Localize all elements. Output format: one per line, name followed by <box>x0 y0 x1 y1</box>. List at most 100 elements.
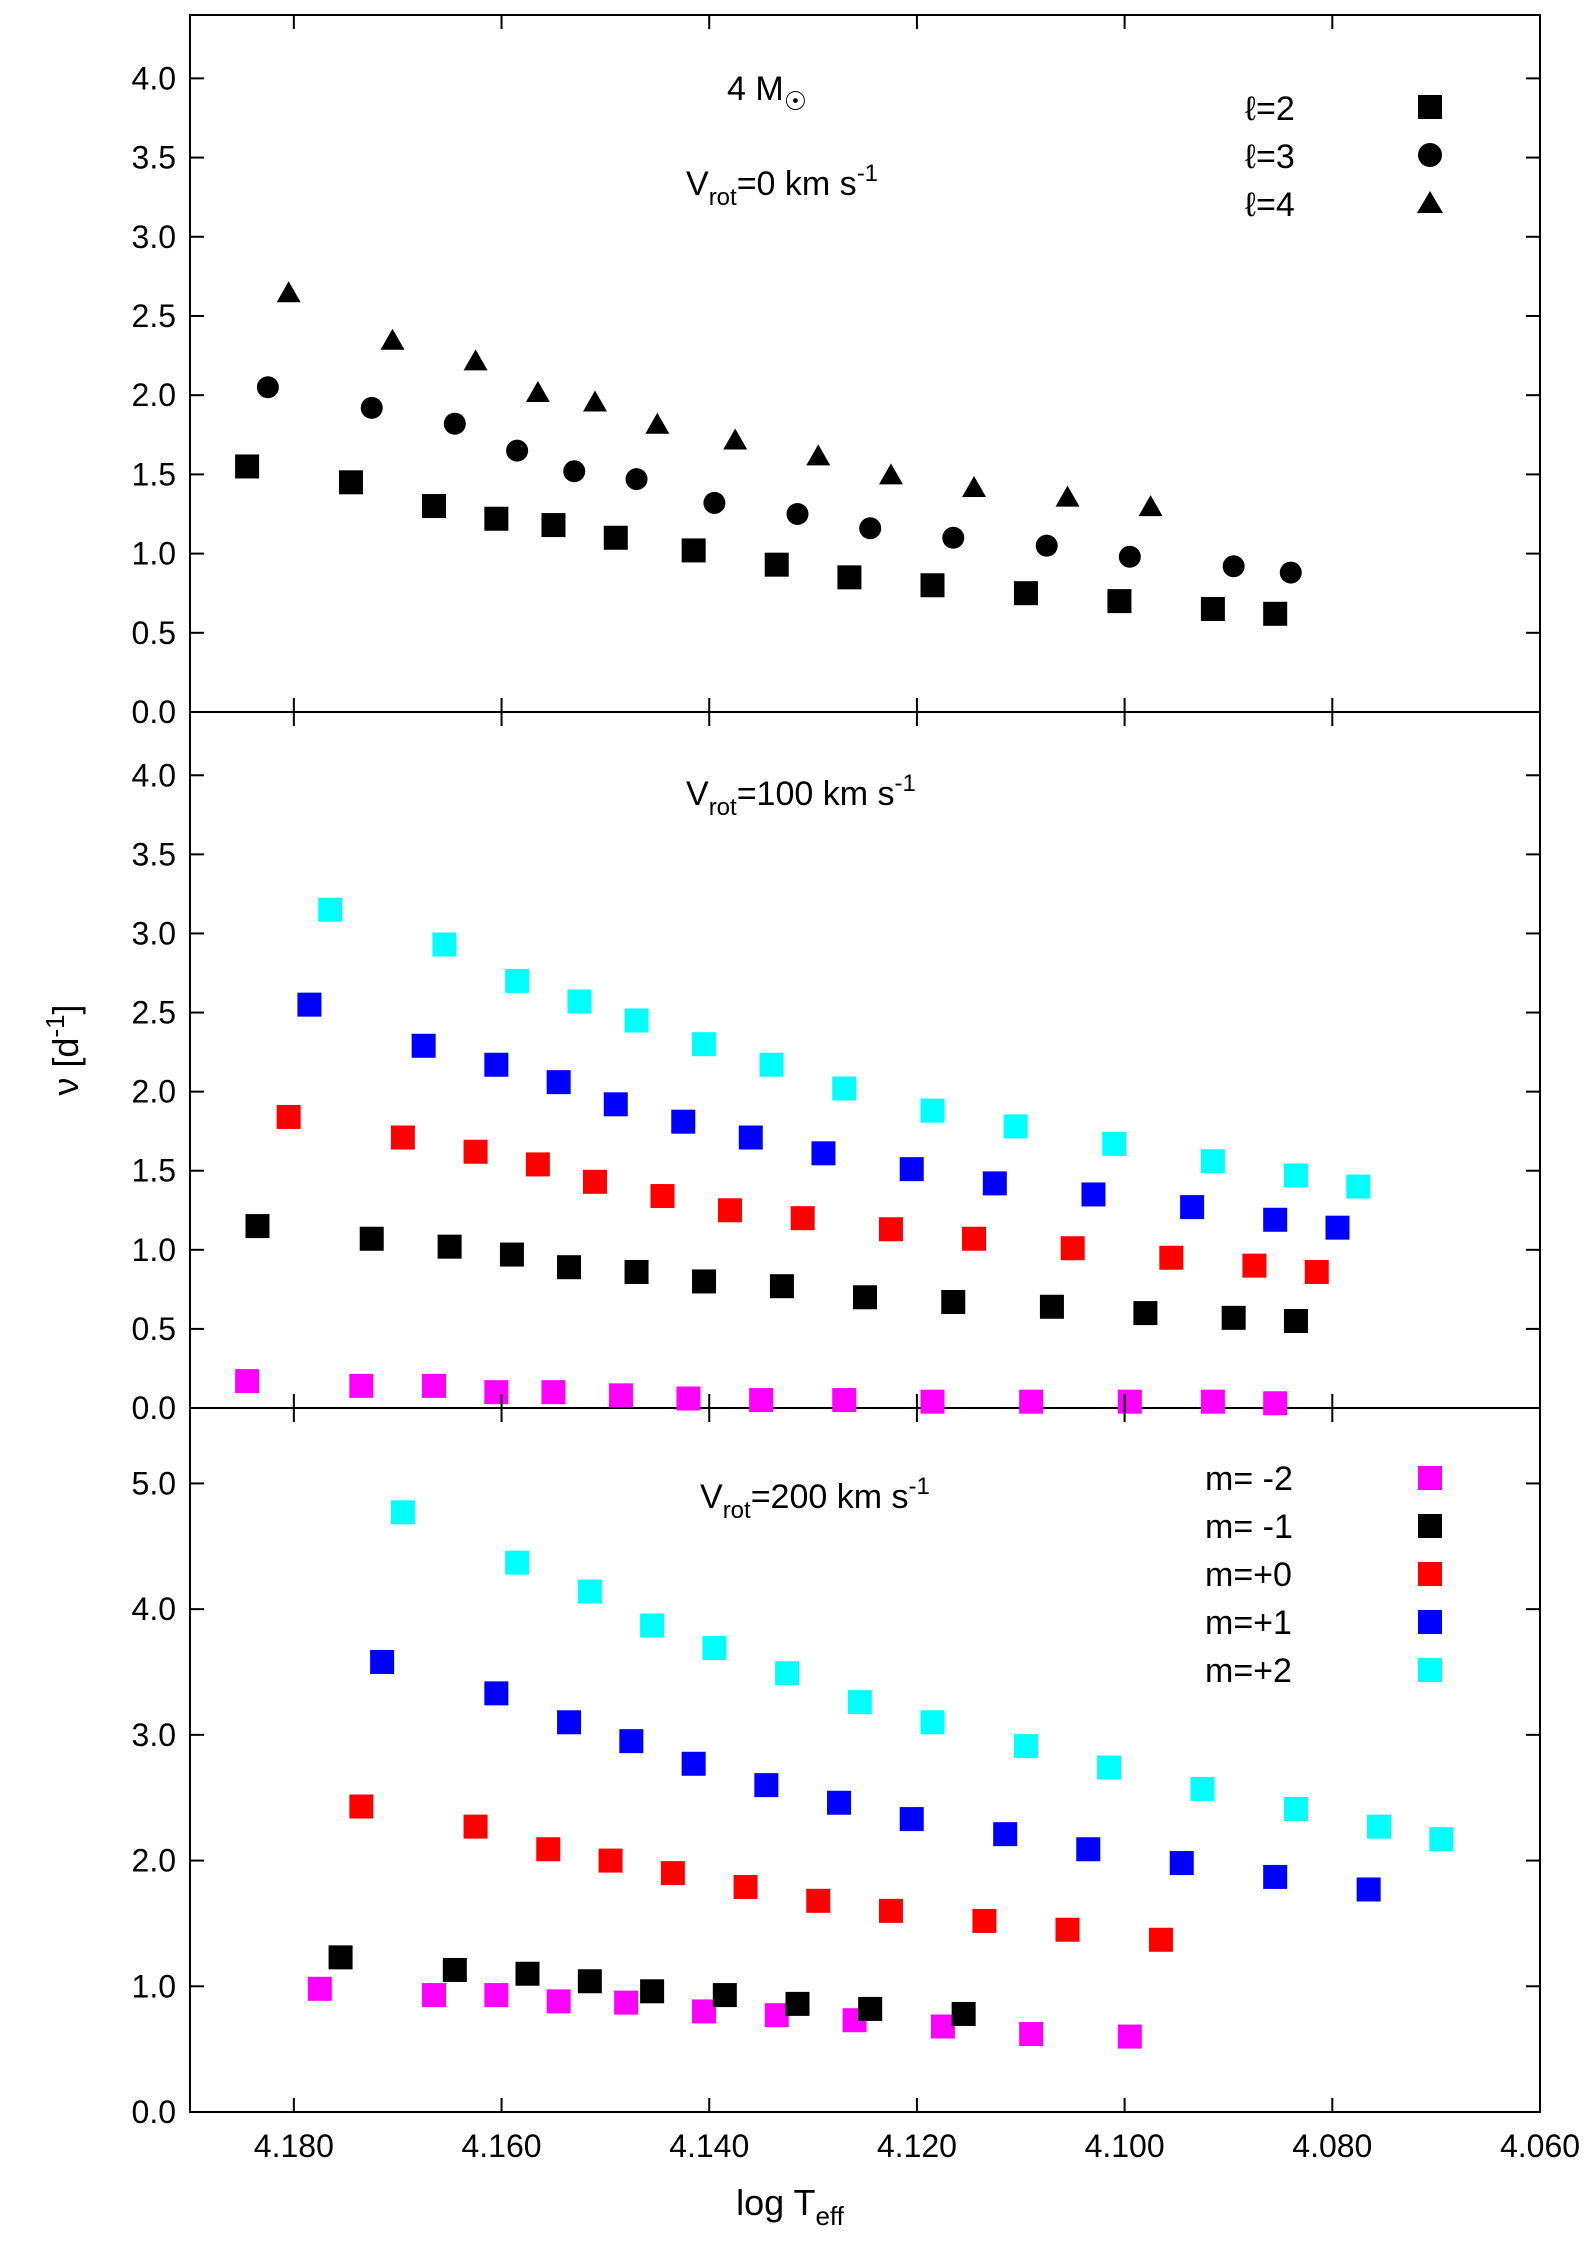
legend-swatch <box>1418 1562 1442 1586</box>
data-point <box>297 992 322 1017</box>
data-point <box>703 491 726 514</box>
data-point <box>738 1125 763 1150</box>
data-point <box>614 1990 639 2015</box>
data-point <box>1180 1195 1205 1220</box>
data-point <box>1060 1236 1085 1261</box>
data-point <box>847 1690 872 1715</box>
data-point <box>1169 1851 1194 1876</box>
legend-label: m= -1 <box>1205 1508 1293 1546</box>
data-point <box>349 1373 374 1398</box>
x-tick-label: 4.060 <box>1500 2128 1580 2164</box>
rotation-annotation: Vrot=100 km s-1 <box>686 770 916 821</box>
y-tick-label: 0.5 <box>132 615 176 651</box>
y-tick-label: 1.5 <box>132 456 176 492</box>
data-point <box>463 1814 488 1839</box>
data-point <box>692 1032 717 1057</box>
data-point <box>1356 1877 1381 1902</box>
legend-label: ℓ=3 <box>1245 138 1295 176</box>
data-point <box>380 328 405 350</box>
data-point <box>276 1104 301 1129</box>
data-point <box>645 412 670 434</box>
y-tick-label: 1.0 <box>132 1232 176 1268</box>
data-point <box>624 1259 649 1284</box>
data-point <box>557 1710 582 1735</box>
data-point <box>733 1874 758 1899</box>
y-tick-label: 4.0 <box>132 60 176 96</box>
data-point <box>754 1773 779 1798</box>
data-point <box>681 538 706 563</box>
legend-label: ℓ=4 <box>1245 186 1295 224</box>
data-point <box>1055 1917 1080 1942</box>
data-point <box>775 1661 800 1686</box>
data-point <box>1346 1174 1371 1199</box>
data-point <box>1242 1253 1267 1278</box>
data-point <box>785 1991 810 2016</box>
data-point <box>878 463 903 485</box>
x-tick-label: 4.080 <box>1292 2128 1372 2164</box>
data-point <box>484 506 509 531</box>
y-tick-label: 3.0 <box>132 915 176 951</box>
data-point <box>1097 1755 1122 1780</box>
data-point <box>422 494 447 519</box>
y-tick-label: 4.0 <box>132 1591 176 1627</box>
legend-degree: ℓ=2 ℓ=3 ℓ=4 <box>1245 90 1443 224</box>
data-point <box>1159 1245 1184 1270</box>
legend-label: ℓ=2 <box>1245 90 1295 128</box>
data-point <box>962 1226 987 1251</box>
data-point <box>972 1908 997 1933</box>
data-point <box>505 968 530 993</box>
data-point <box>1325 1215 1350 1240</box>
data-point <box>858 1996 883 2021</box>
x-tick-label: 4.120 <box>877 2128 957 2164</box>
data-point <box>942 526 965 549</box>
data-point <box>505 1550 530 1575</box>
data-point <box>328 1945 353 1970</box>
data-point <box>878 1898 903 1923</box>
data-point <box>432 932 457 957</box>
mass-annotation: 4 M☉ <box>727 70 807 116</box>
data-point <box>899 1157 924 1182</box>
data-point <box>370 1649 395 1674</box>
data-point <box>318 897 343 922</box>
data-point <box>1263 601 1288 626</box>
y-tick-label: 0.0 <box>132 2094 176 2130</box>
legend-label: m= -2 <box>1205 1460 1293 1498</box>
data-point <box>484 1983 509 2008</box>
data-point <box>920 1098 945 1123</box>
data-point <box>853 1285 877 1310</box>
legend-label: m=+0 <box>1205 1556 1292 1594</box>
data-point <box>676 1386 701 1411</box>
data-point <box>993 1822 1018 1847</box>
data-point <box>692 1999 717 2024</box>
data-point <box>338 470 363 495</box>
x-tick-label: 4.180 <box>254 2128 334 2164</box>
data-point <box>827 1790 852 1815</box>
panel-frame <box>189 1407 1541 2113</box>
y-tick-label: 2.0 <box>132 377 176 413</box>
x-axis-label: log Teff <box>736 2182 845 2231</box>
data-point <box>603 525 628 550</box>
data-point <box>235 1369 260 1394</box>
data-point <box>811 1141 836 1166</box>
data-point <box>806 1888 831 1913</box>
legend-swatch <box>1418 1610 1442 1634</box>
y-tick-label: 3.5 <box>132 836 176 872</box>
data-point <box>1148 1927 1173 1952</box>
data-point <box>878 1217 903 1242</box>
data-point <box>660 1861 685 1886</box>
data-point <box>1133 1301 1158 1326</box>
data-point <box>1283 1163 1308 1188</box>
data-point <box>484 1380 509 1405</box>
data-point <box>360 396 383 419</box>
data-point <box>608 1383 633 1408</box>
y-tick-label: 2.5 <box>132 298 176 334</box>
data-point <box>484 1681 509 1706</box>
data-point <box>1102 1131 1127 1156</box>
data-point <box>1190 1776 1215 1801</box>
y-tick-label: 3.5 <box>132 140 176 176</box>
data-point <box>723 428 748 450</box>
data-point <box>650 1184 675 1209</box>
data-point <box>1367 1814 1392 1839</box>
data-point <box>583 1169 607 1194</box>
data-point <box>1076 1837 1101 1862</box>
